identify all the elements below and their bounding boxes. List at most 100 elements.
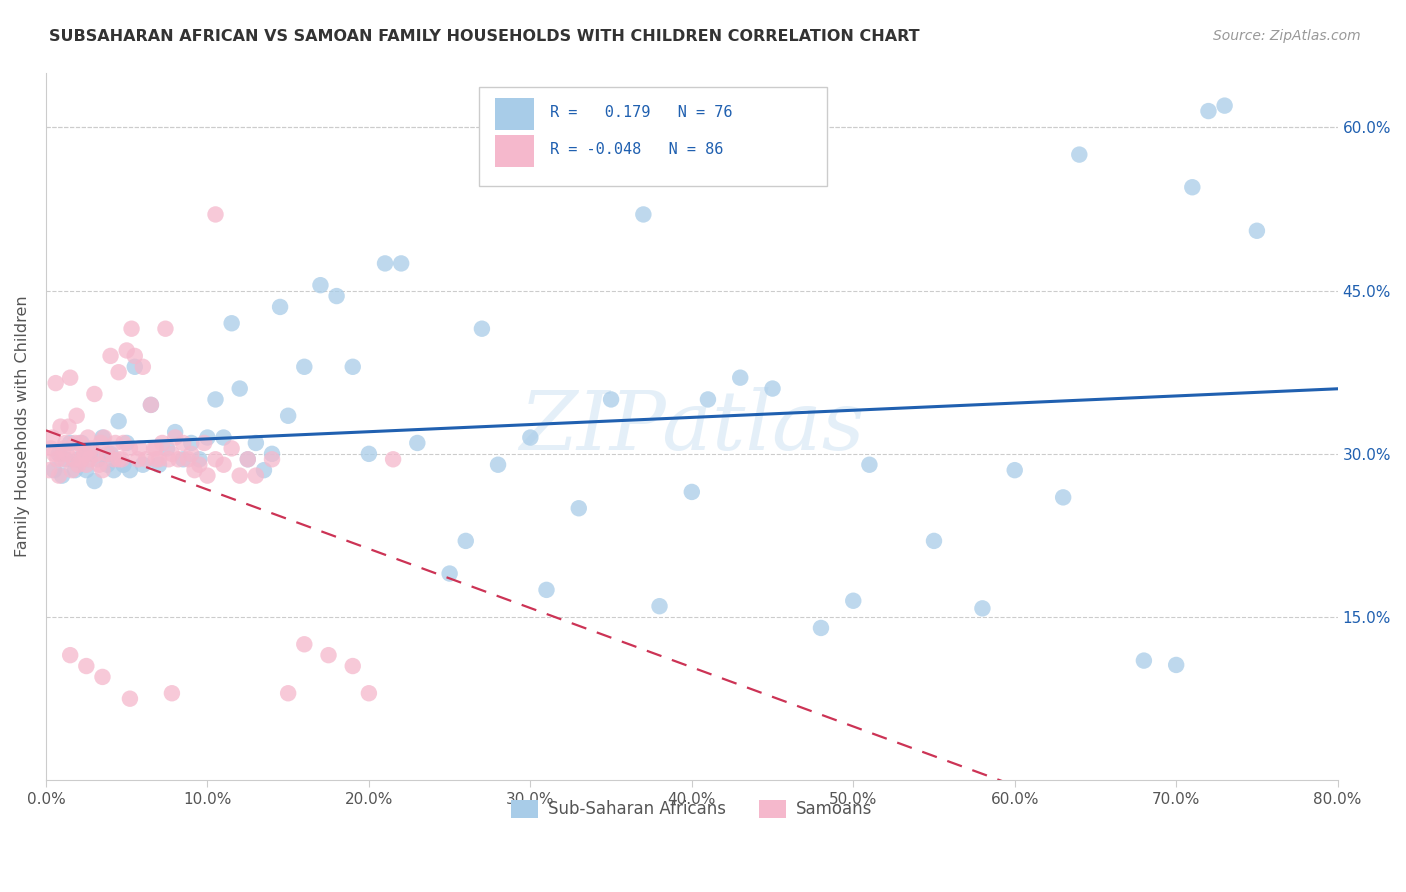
Point xyxy=(112,436,135,450)
Point xyxy=(59,370,82,384)
Point xyxy=(100,447,122,461)
Point xyxy=(325,289,347,303)
Point xyxy=(52,442,75,456)
Point xyxy=(471,322,494,336)
Point xyxy=(91,670,114,684)
Point xyxy=(89,458,111,472)
Point xyxy=(59,648,82,662)
Point xyxy=(67,458,90,472)
Point xyxy=(75,463,97,477)
Point xyxy=(145,442,167,456)
Point xyxy=(48,447,70,461)
FancyBboxPatch shape xyxy=(495,98,534,129)
Point xyxy=(318,648,340,662)
Point xyxy=(188,458,211,472)
Point xyxy=(681,484,703,499)
Point xyxy=(1166,657,1188,672)
Point xyxy=(112,458,135,472)
Point xyxy=(70,452,93,467)
Point xyxy=(228,382,250,396)
Point xyxy=(1004,463,1026,477)
Point xyxy=(269,300,291,314)
Point xyxy=(107,365,129,379)
Point xyxy=(48,468,70,483)
Point xyxy=(45,376,67,390)
Point xyxy=(75,458,97,472)
Point xyxy=(53,436,76,450)
Point xyxy=(67,452,90,467)
Point xyxy=(292,359,315,374)
Point xyxy=(42,463,65,477)
Point xyxy=(197,468,219,483)
Point xyxy=(204,207,226,221)
Point xyxy=(72,442,94,456)
Point xyxy=(160,447,183,461)
Point xyxy=(46,452,69,467)
Point xyxy=(39,442,62,456)
Point xyxy=(253,463,276,477)
Point xyxy=(41,430,63,444)
Point xyxy=(1133,654,1156,668)
Point xyxy=(121,322,143,336)
Point xyxy=(115,436,138,450)
Point xyxy=(309,278,332,293)
Point xyxy=(212,430,235,444)
Point xyxy=(107,414,129,428)
Point xyxy=(260,452,283,467)
Point xyxy=(342,359,364,374)
Point xyxy=(236,452,259,467)
Point xyxy=(51,452,73,467)
Point xyxy=(150,436,173,450)
Point xyxy=(135,452,157,467)
Point xyxy=(922,533,945,548)
Point xyxy=(810,621,832,635)
Point xyxy=(160,686,183,700)
Point xyxy=(761,382,783,396)
Point xyxy=(633,207,655,221)
Point xyxy=(374,256,396,270)
Point xyxy=(204,392,226,407)
Point xyxy=(236,452,259,467)
Point xyxy=(728,370,751,384)
Point xyxy=(73,447,96,461)
Point xyxy=(145,452,167,467)
Point xyxy=(972,601,994,615)
Point xyxy=(245,436,267,450)
Text: R = -0.048   N = 86: R = -0.048 N = 86 xyxy=(550,142,723,157)
Point xyxy=(104,436,127,450)
Point xyxy=(111,452,134,467)
Point xyxy=(155,322,177,336)
Point xyxy=(124,349,146,363)
Point xyxy=(1052,491,1074,505)
Point xyxy=(221,316,243,330)
Point xyxy=(172,452,194,467)
Point xyxy=(228,468,250,483)
Point xyxy=(103,463,125,477)
Point xyxy=(382,452,405,467)
Point xyxy=(132,359,155,374)
Point xyxy=(49,419,72,434)
Point xyxy=(536,582,558,597)
Point xyxy=(342,659,364,673)
Y-axis label: Family Households with Children: Family Households with Children xyxy=(15,296,30,558)
Point xyxy=(193,436,215,450)
Point xyxy=(132,458,155,472)
Point xyxy=(77,430,100,444)
Point xyxy=(277,409,299,423)
Text: SUBSAHARAN AFRICAN VS SAMOAN FAMILY HOUSEHOLDS WITH CHILDREN CORRELATION CHART: SUBSAHARAN AFRICAN VS SAMOAN FAMILY HOUS… xyxy=(49,29,920,44)
Point xyxy=(172,436,194,450)
Point xyxy=(165,425,187,439)
Text: R =   0.179   N = 76: R = 0.179 N = 76 xyxy=(550,104,733,120)
Point xyxy=(143,442,166,456)
Point xyxy=(42,447,65,461)
Point xyxy=(91,463,114,477)
Point xyxy=(204,452,226,467)
Point xyxy=(93,430,115,444)
Point xyxy=(183,463,205,477)
Point xyxy=(139,398,162,412)
Point xyxy=(165,430,187,444)
Point xyxy=(1181,180,1204,194)
Point xyxy=(1198,104,1220,119)
Point xyxy=(56,447,79,461)
Point xyxy=(83,474,105,488)
